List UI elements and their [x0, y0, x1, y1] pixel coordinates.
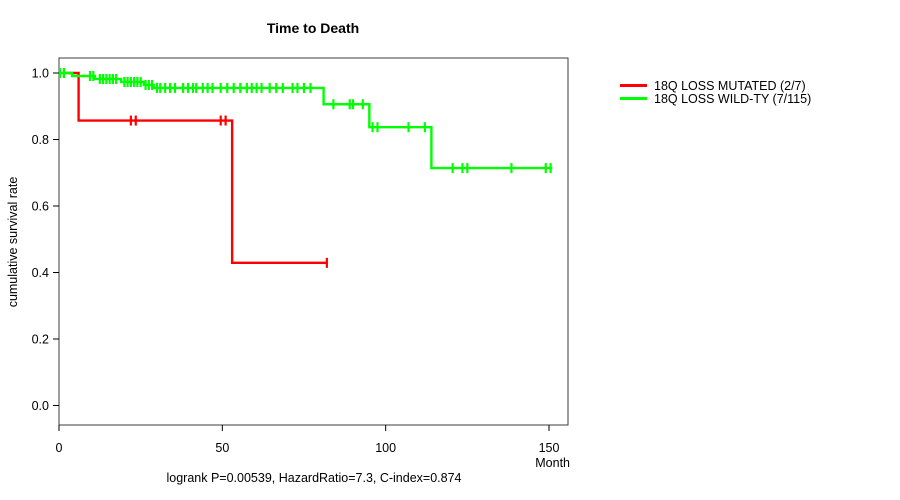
x-tick-label: 100 — [375, 441, 396, 455]
legend-line-wildtype — [620, 97, 647, 100]
x-axis-title: Month — [535, 456, 570, 470]
x-tick-label: 0 — [56, 441, 63, 455]
y-tick-label: 0.0 — [32, 399, 49, 413]
chart-title: Time to Death — [266, 20, 360, 36]
survival-curve-mutated — [59, 71, 327, 265]
plot-frame — [58, 57, 569, 426]
legend-label-wildtype: 18Q LOSS WILD-TY (7/115) — [654, 91, 812, 106]
legend-label-mutated: 18Q LOSS MUTATED (2/7) — [654, 78, 806, 93]
legend-item-mutated: 18Q LOSS MUTATED (2/7) — [620, 78, 811, 93]
y-tick-label: 0.6 — [32, 200, 49, 214]
legend-item-wildtype: 18Q LOSS WILD-TY (7/115) — [620, 91, 812, 106]
y-tick-label: 1.0 — [32, 67, 49, 81]
legend-line-mutated — [620, 84, 647, 87]
x-tick-label: 150 — [539, 441, 560, 455]
legend: 18Q LOSS MUTATED (2/7) 18Q LOSS WILD-TY … — [620, 78, 812, 106]
x-tick-label: 50 — [215, 441, 229, 455]
y-tick-label: 0.4 — [32, 266, 49, 280]
y-tick-label: 0.2 — [32, 333, 49, 347]
stats-annotation: logrank P=0.00539, HazardRatio=7.3, C-in… — [166, 471, 462, 485]
y-tick-label: 0.8 — [32, 133, 49, 147]
